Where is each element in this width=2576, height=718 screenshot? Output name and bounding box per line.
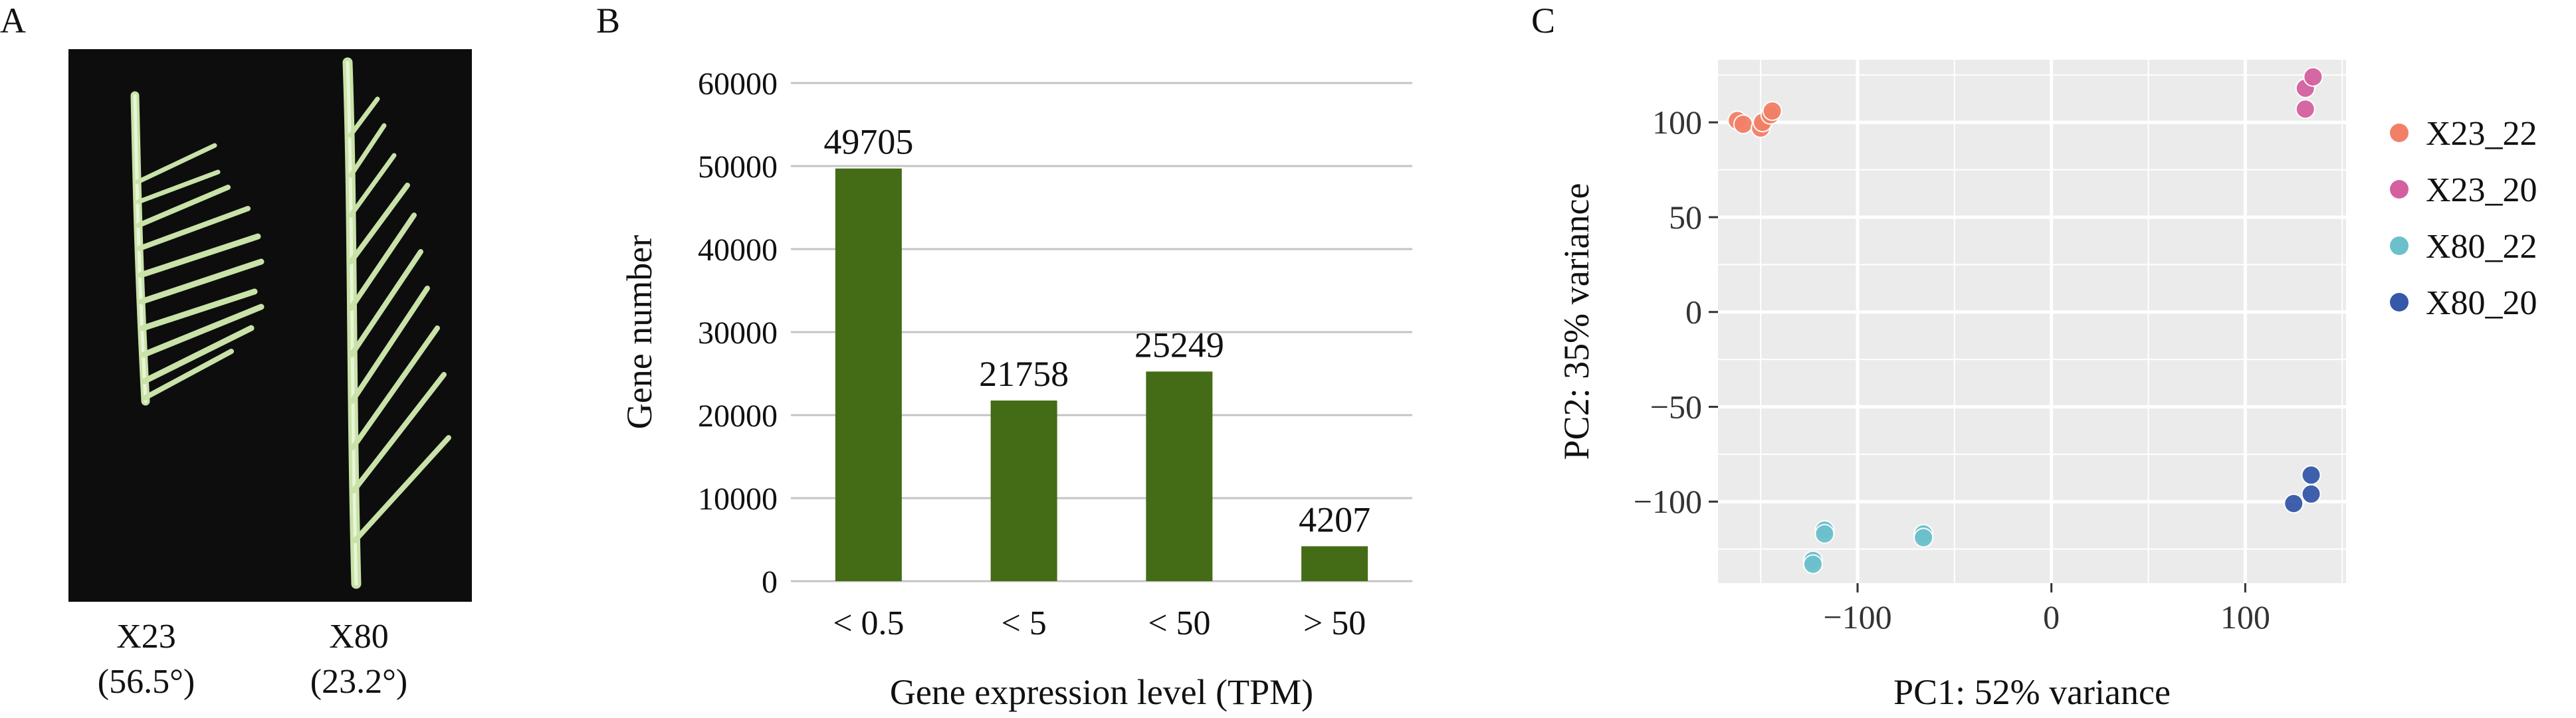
y-tick-label: 50000 <box>698 149 778 185</box>
x-tick-label: < 50 <box>1148 604 1210 642</box>
y-tick-label: 20000 <box>698 399 778 434</box>
bar-data-label: 4207 <box>1299 499 1370 539</box>
bar-data-label: 21758 <box>979 354 1069 394</box>
bar <box>1146 371 1213 581</box>
pca-scatter-plot: −100 0 100 −100 −50 0 50 100 PC1: 52% variance PC… <box>1556 60 2537 712</box>
bar <box>1301 546 1368 581</box>
y-tick-label: 50 <box>1669 199 1702 236</box>
y-tick-label: −50 <box>1650 388 1702 425</box>
panel-b-letter: B <box>596 1 621 41</box>
bar-data-label: 49705 <box>823 122 913 162</box>
sample-name-x80: X80 <box>329 618 389 656</box>
data-point-x23-22 <box>1762 101 1782 122</box>
y-tick-label: 40000 <box>698 232 778 268</box>
y-axis-title: PC2: 35% variance <box>1556 183 1596 460</box>
y-tick-label: 100 <box>1652 104 1702 141</box>
plot-panel-background <box>1718 60 2346 583</box>
x-axis-title: Gene expression level (TPM) <box>890 672 1313 712</box>
y-tick-label: 0 <box>1685 294 1702 331</box>
y-tick-label: −100 <box>1634 483 1702 520</box>
data-point-x80-22 <box>1802 554 1823 575</box>
data-point-x23-20 <box>2303 66 2323 87</box>
legend-marker <box>2390 236 2409 255</box>
y-tick-label: 0 <box>762 565 778 600</box>
y-tick-label: 10000 <box>698 482 778 517</box>
sample-name-x23: X23 <box>116 618 176 656</box>
sample-label-x80: X80 (23.2°) <box>292 614 425 705</box>
plant-x80 <box>342 57 451 589</box>
y-tick-label: 60000 <box>698 66 778 102</box>
y-tick-label: 30000 <box>698 315 778 351</box>
panel-c-letter: C <box>1531 1 1556 41</box>
x-tick-label: < 5 <box>1001 604 1046 642</box>
plant-photo <box>68 49 472 602</box>
sample-label-x23: X23 (56.5°) <box>80 614 213 705</box>
panel-a-letter: A <box>0 1 26 41</box>
legend-label: X80_22 <box>2426 228 2537 266</box>
bar-data-label: 25249 <box>1134 325 1224 365</box>
gene-expression-bar-chart: 0 10000 20000 30000 40000 50000 60000 49705 < 0.… <box>619 66 1412 712</box>
bar <box>990 401 1057 581</box>
data-point-x80-22 <box>1913 527 1934 548</box>
data-point-x80-22 <box>1814 523 1835 544</box>
sample-angle-x80: (23.2°) <box>310 663 408 701</box>
legend-label: X23_20 <box>2426 171 2537 209</box>
x-tick-label: > 50 <box>1303 604 1366 642</box>
bar <box>835 168 902 581</box>
y-axis-title: Gene number <box>619 235 659 429</box>
plant-x23 <box>130 91 265 406</box>
legend-label: X23_22 <box>2426 115 2537 153</box>
x-axis-title: PC1: 52% variance <box>1893 672 2171 712</box>
legend-marker <box>2390 124 2409 142</box>
x-tick-label: < 0.5 <box>833 604 904 642</box>
data-point-x80-20 <box>2284 494 2304 514</box>
x-tick-label: −100 <box>1823 598 1891 636</box>
x-tick-label: 100 <box>2220 598 2270 636</box>
legend-label: X80_20 <box>2426 284 2537 322</box>
photo-background <box>68 49 472 602</box>
data-point-x23-20 <box>2295 99 2315 120</box>
x-tick-label: 0 <box>2043 598 2060 636</box>
data-point-x23-22 <box>1733 114 1753 135</box>
legend-marker <box>2390 293 2409 312</box>
data-point-x80-20 <box>2301 465 2321 486</box>
legend-marker <box>2390 180 2409 199</box>
sample-angle-x23: (56.5°) <box>97 663 195 701</box>
data-point-x80-20 <box>2301 484 2321 504</box>
